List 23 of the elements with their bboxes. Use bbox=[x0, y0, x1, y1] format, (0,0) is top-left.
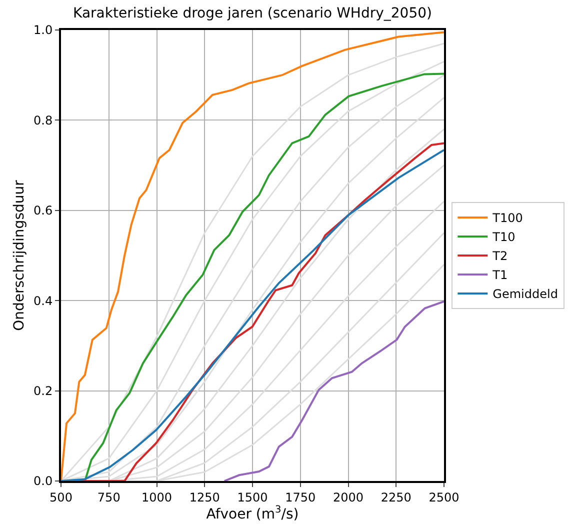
x-tick-label: 750 bbox=[97, 490, 120, 504]
x-tick-label: 1500 bbox=[237, 490, 268, 504]
y-tick-label: 1.0 bbox=[34, 23, 53, 38]
x-axis-title: Afvoer (m$^{3}$/s) bbox=[206, 504, 299, 522]
x-tick-label: 1250 bbox=[189, 490, 220, 504]
x-tick-label: 1750 bbox=[285, 490, 316, 504]
legend-label: T1 bbox=[492, 268, 508, 282]
y-axis-title: Onderschrijdingsduur bbox=[12, 180, 28, 331]
x-tick-label: 2000 bbox=[332, 490, 364, 504]
x-tick-label: 2500 bbox=[428, 490, 460, 504]
y-tick-label: 0.0 bbox=[34, 474, 53, 488]
x-tick-label: 500 bbox=[50, 490, 72, 504]
x-tick-label: 1000 bbox=[141, 490, 172, 504]
y-tick-label: 0.6 bbox=[34, 204, 53, 218]
legend-label: T100 bbox=[492, 211, 523, 226]
legend-label: Gemiddeld bbox=[492, 287, 558, 302]
chart-title: Karakteristieke droge jaren (scenario WHdry_2050) bbox=[73, 6, 432, 22]
legend-label: T2 bbox=[492, 249, 508, 264]
x-tick-label: 2250 bbox=[380, 490, 412, 504]
legend-label: T10 bbox=[492, 230, 516, 244]
y-tick-label: 0.2 bbox=[34, 384, 53, 398]
y-tick-label: 0.8 bbox=[34, 113, 53, 128]
y-tick-label: 0.4 bbox=[34, 294, 53, 308]
